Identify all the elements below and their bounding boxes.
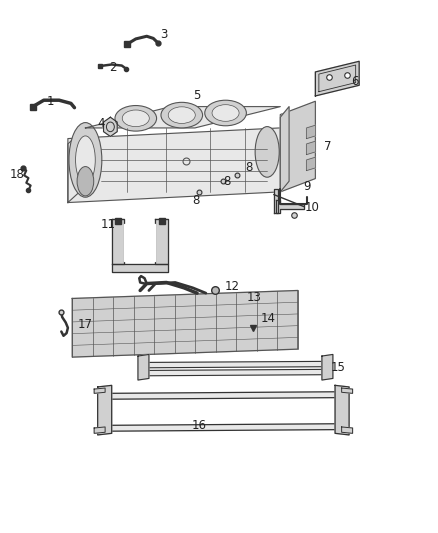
Polygon shape	[307, 141, 315, 155]
Polygon shape	[124, 224, 155, 261]
Polygon shape	[94, 427, 105, 433]
Polygon shape	[280, 101, 315, 192]
Text: 8: 8	[245, 161, 252, 174]
Text: 16: 16	[192, 419, 207, 432]
Polygon shape	[315, 61, 359, 96]
Polygon shape	[335, 385, 349, 435]
Text: 8: 8	[223, 175, 230, 188]
Text: 13: 13	[247, 291, 261, 304]
Polygon shape	[307, 157, 315, 171]
Text: 15: 15	[331, 361, 346, 374]
Polygon shape	[138, 354, 149, 380]
Ellipse shape	[69, 123, 102, 197]
Polygon shape	[112, 219, 124, 264]
Ellipse shape	[168, 107, 195, 124]
Polygon shape	[147, 369, 324, 376]
Ellipse shape	[122, 110, 149, 127]
Ellipse shape	[115, 106, 157, 131]
Polygon shape	[85, 107, 280, 128]
Text: 8: 8	[193, 194, 200, 207]
Polygon shape	[72, 290, 298, 357]
Text: 12: 12	[225, 280, 240, 293]
Text: 6: 6	[351, 75, 359, 87]
Ellipse shape	[205, 100, 246, 126]
Text: 1: 1	[46, 95, 54, 108]
Polygon shape	[112, 264, 168, 272]
Polygon shape	[107, 392, 339, 399]
Polygon shape	[155, 219, 168, 264]
Polygon shape	[147, 361, 324, 368]
Polygon shape	[103, 117, 117, 136]
Polygon shape	[342, 427, 353, 433]
Polygon shape	[107, 424, 339, 431]
Text: 17: 17	[78, 318, 93, 330]
Text: 2: 2	[109, 61, 117, 74]
Text: 11: 11	[101, 219, 116, 231]
Ellipse shape	[212, 104, 239, 122]
Polygon shape	[280, 107, 289, 192]
Polygon shape	[276, 200, 304, 213]
Text: 14: 14	[261, 312, 276, 325]
Polygon shape	[342, 388, 353, 393]
Text: 7: 7	[324, 140, 332, 152]
Text: 3: 3	[161, 28, 168, 41]
Polygon shape	[98, 385, 112, 435]
Ellipse shape	[77, 166, 94, 196]
Polygon shape	[307, 125, 315, 139]
Polygon shape	[94, 388, 105, 393]
Text: 10: 10	[304, 201, 319, 214]
Ellipse shape	[161, 102, 202, 128]
Polygon shape	[68, 128, 280, 203]
Polygon shape	[274, 189, 278, 213]
Polygon shape	[322, 354, 333, 380]
Ellipse shape	[255, 127, 279, 177]
Polygon shape	[68, 128, 85, 203]
Text: 5: 5	[194, 90, 201, 102]
Text: 9: 9	[303, 180, 311, 193]
Ellipse shape	[75, 136, 95, 184]
Text: 18: 18	[10, 168, 25, 181]
Text: 4: 4	[98, 117, 106, 130]
